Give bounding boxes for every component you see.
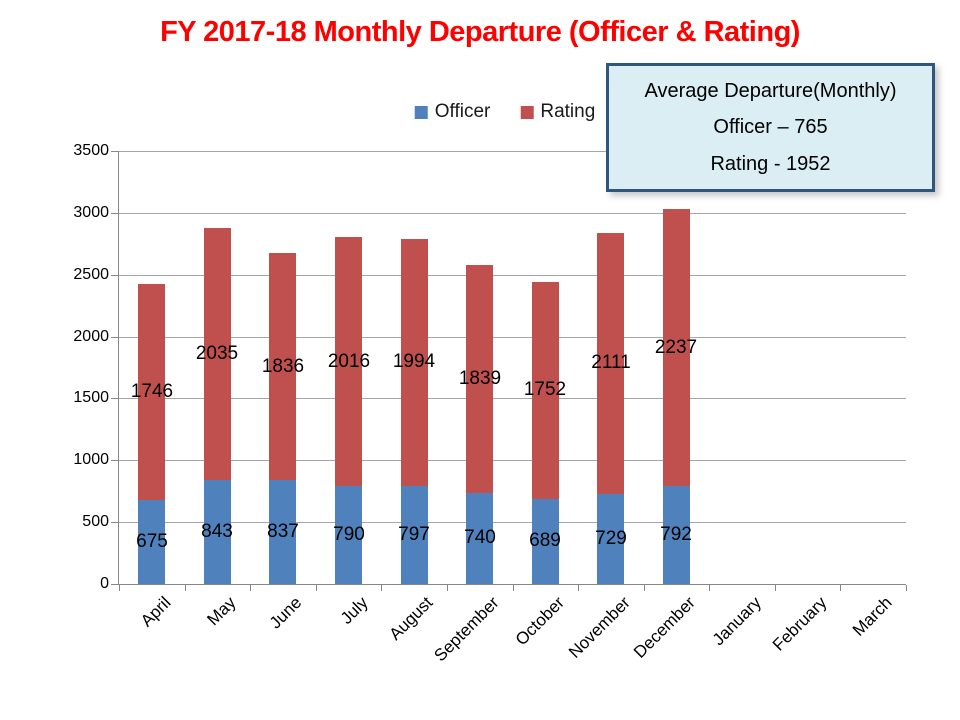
gridline-500 bbox=[119, 522, 906, 523]
y-tick-500 bbox=[111, 522, 118, 523]
data-label-rating-september: 1839 bbox=[458, 368, 502, 389]
x-axis-label-may: May bbox=[203, 593, 240, 630]
gridline-2500 bbox=[119, 275, 906, 276]
chart-title: FY 2017-18 Monthly Departure (Officer & … bbox=[160, 16, 800, 48]
x-tick-7 bbox=[578, 585, 579, 591]
data-label-officer-june: 837 bbox=[267, 521, 299, 542]
y-axis-label-500: 500 bbox=[82, 513, 109, 530]
x-tick-5 bbox=[447, 585, 448, 591]
chart-legend: Officer Rating bbox=[414, 101, 595, 123]
x-tick-12 bbox=[906, 585, 907, 591]
callout-rating-average: Rating - 1952 bbox=[710, 152, 831, 175]
data-label-rating-august: 1994 bbox=[392, 351, 436, 372]
legend-label-officer: Officer bbox=[434, 101, 491, 122]
callout-title: Average Departure(Monthly) bbox=[644, 79, 897, 102]
bar-rating-december bbox=[663, 209, 690, 486]
x-tick-3 bbox=[316, 585, 317, 591]
x-axis-label-january: January bbox=[708, 593, 765, 650]
x-axis-label-june: June bbox=[265, 593, 306, 633]
y-tick-1500 bbox=[111, 398, 118, 399]
data-label-officer-may: 843 bbox=[201, 521, 233, 542]
legend-item-officer: Officer bbox=[414, 101, 491, 123]
bar-officer-september bbox=[466, 492, 493, 584]
data-label-rating-july: 2016 bbox=[327, 351, 371, 372]
y-axis-label-2500: 2500 bbox=[73, 266, 109, 283]
x-axis-label-september: September bbox=[430, 593, 503, 666]
x-tick-8 bbox=[644, 585, 645, 591]
rating-legend-swatch-icon bbox=[520, 105, 534, 119]
data-label-officer-december: 792 bbox=[660, 524, 692, 545]
average-departure-callout: Average Departure(Monthly) Officer – 765… bbox=[606, 63, 935, 192]
x-tick-1 bbox=[185, 585, 186, 591]
y-tick-3500 bbox=[111, 151, 118, 152]
officer-legend-swatch-icon bbox=[414, 105, 428, 119]
data-label-rating-april: 1746 bbox=[130, 381, 174, 402]
bar-officer-december bbox=[663, 486, 690, 584]
x-tick-2 bbox=[250, 585, 251, 591]
y-axis-label-1000: 1000 bbox=[73, 451, 109, 468]
x-tick-10 bbox=[775, 585, 776, 591]
bar-officer-may bbox=[204, 480, 231, 584]
callout-officer-average: Officer – 765 bbox=[713, 116, 828, 138]
bar-rating-may bbox=[204, 228, 231, 480]
bar-rating-july bbox=[335, 237, 362, 486]
y-axis-label-1500: 1500 bbox=[73, 389, 109, 406]
x-axis-label-march: March bbox=[848, 593, 896, 640]
bar-officer-november bbox=[597, 494, 624, 584]
y-axis-label-2000: 2000 bbox=[73, 328, 109, 345]
bar-officer-june bbox=[269, 480, 296, 584]
data-label-rating-december: 2237 bbox=[654, 337, 698, 358]
y-axis-label-3500: 3500 bbox=[73, 142, 109, 159]
x-tick-9 bbox=[709, 585, 710, 591]
data-label-officer-august: 797 bbox=[398, 524, 430, 545]
x-tick-0 bbox=[119, 585, 120, 591]
y-tick-2000 bbox=[111, 337, 118, 338]
data-label-rating-october: 1752 bbox=[523, 379, 567, 400]
x-tick-11 bbox=[840, 585, 841, 591]
data-label-officer-july: 790 bbox=[333, 524, 365, 545]
data-label-rating-may: 2035 bbox=[195, 343, 239, 364]
x-tick-6 bbox=[513, 585, 514, 591]
bar-officer-july bbox=[335, 486, 362, 584]
data-label-officer-april: 675 bbox=[136, 531, 168, 552]
x-axis-label-august: August bbox=[385, 593, 437, 644]
y-tick-1000 bbox=[111, 460, 118, 461]
gridline-3500 bbox=[119, 151, 906, 152]
plot-area: 675 1746 843 2035 837 1836 790 2016 797 1994 740 18… bbox=[111, 151, 907, 591]
gridline-2000 bbox=[119, 337, 906, 338]
y-axis-label-0: 0 bbox=[100, 575, 109, 592]
bar-rating-october bbox=[532, 282, 559, 499]
x-axis-label-november: November bbox=[564, 593, 634, 662]
data-label-officer-november: 729 bbox=[595, 528, 627, 549]
data-label-rating-june: 1836 bbox=[261, 356, 305, 377]
y-tick-3000 bbox=[111, 213, 118, 214]
y-axis-label-3000: 3000 bbox=[73, 204, 109, 221]
y-tick-2500 bbox=[111, 275, 118, 276]
gridline-1000 bbox=[119, 460, 906, 461]
x-tick-4 bbox=[381, 585, 382, 591]
bar-rating-august bbox=[401, 239, 428, 486]
y-tick-0 bbox=[111, 584, 118, 585]
bar-rating-september bbox=[466, 265, 493, 493]
bar-rating-november bbox=[597, 233, 624, 494]
bar-rating-june bbox=[269, 253, 296, 480]
x-axis-label-december: December bbox=[629, 593, 699, 662]
gridline-1500 bbox=[119, 398, 906, 399]
x-axis-label-february: February bbox=[768, 593, 831, 655]
x-axis-label-july: July bbox=[336, 593, 372, 628]
data-label-rating-november: 2111 bbox=[591, 352, 631, 373]
x-axis-label-april: April bbox=[136, 593, 175, 631]
data-label-officer-october: 689 bbox=[529, 530, 561, 551]
bar-officer-april bbox=[138, 500, 165, 584]
bar-rating-april bbox=[138, 284, 165, 500]
data-label-officer-september: 740 bbox=[464, 527, 496, 548]
x-axis-label-october: October bbox=[511, 593, 568, 650]
bar-officer-october bbox=[532, 499, 559, 584]
gridline-3000 bbox=[119, 213, 906, 214]
legend-label-rating: Rating bbox=[540, 101, 596, 122]
legend-item-rating: Rating bbox=[520, 101, 595, 123]
bar-officer-august bbox=[401, 485, 428, 584]
